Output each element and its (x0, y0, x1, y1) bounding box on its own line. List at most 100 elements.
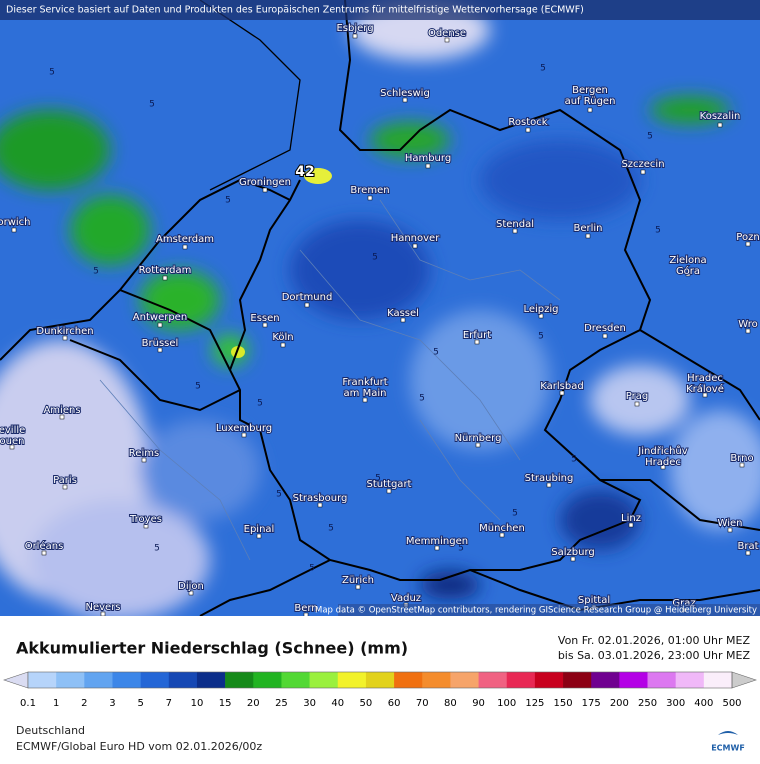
city-label: Karlsbad (540, 381, 583, 392)
colorbar-label: 25 (275, 698, 288, 709)
value-label: 5 (276, 490, 282, 500)
city-label: München (479, 523, 525, 534)
attribution-bar (338, 604, 760, 616)
city-marker (412, 243, 418, 249)
city-label: Dunkirchen (36, 326, 93, 337)
city-marker (304, 302, 310, 308)
value-label: 5 (49, 68, 55, 78)
city-label: Bern (294, 603, 317, 614)
colorbar-label: 250 (638, 698, 657, 709)
city-marker (9, 444, 15, 450)
notice-bar (0, 0, 760, 20)
colorbar-swatch (196, 672, 226, 688)
city-marker (317, 502, 323, 508)
city-marker (188, 590, 194, 596)
city-marker (59, 414, 65, 420)
city-label: Hradec (687, 373, 723, 384)
city-marker (162, 275, 168, 281)
city-label: Hamburg (405, 153, 451, 164)
city-marker (587, 107, 593, 113)
value-label: 5 (571, 455, 577, 465)
colorbar-swatch (365, 672, 395, 688)
value-label: 5 (647, 132, 653, 142)
logo-mark (718, 731, 738, 735)
city-marker (11, 227, 17, 233)
period-to: bis Sa. 03.01.2026, 23:00 Uhr MEZ (558, 649, 751, 662)
city-marker (303, 612, 309, 616)
city-label: Essen (250, 313, 279, 324)
city-label: Zielona (669, 255, 706, 266)
city-label: Troyes (129, 514, 162, 525)
city-label: Hannover (391, 233, 441, 244)
city-marker (62, 335, 68, 341)
colorbar-swatch (647, 672, 676, 688)
city-label: Rotterdam (139, 265, 192, 276)
city-marker (362, 397, 368, 403)
colorbar-label: 90 (472, 698, 485, 709)
colorbar-swatch (84, 672, 113, 688)
city-marker (256, 533, 262, 539)
city-marker (355, 584, 361, 590)
city-label: Memmingen (406, 536, 468, 547)
city-marker (143, 523, 149, 529)
region: Deutschland (16, 724, 85, 737)
city-marker (702, 392, 708, 398)
city-label: Salzburg (551, 547, 594, 558)
colorbar-label: 70 (416, 698, 429, 709)
city-label: Dresden (584, 323, 626, 334)
city-label: Koszalin (700, 111, 741, 122)
city-label: Strasbourg (293, 493, 348, 504)
city-marker (367, 195, 373, 201)
footer-title: Akkumulierter Niederschlag (Schnee) (mm) (16, 639, 408, 658)
city-marker (727, 527, 733, 533)
colorbar-label: 100 (497, 698, 516, 709)
city-label: Pozn (736, 232, 759, 243)
city-label: Nevers (85, 602, 120, 613)
colorbar-swatch (337, 672, 367, 688)
city-marker (628, 522, 634, 528)
city-label: ouen (0, 436, 24, 447)
colorbar-swatch (140, 672, 170, 688)
city-marker (512, 228, 518, 234)
value-label: 5 (375, 474, 381, 484)
value-label: 5 (433, 348, 439, 358)
city-marker (280, 342, 286, 348)
colorbar-label: 1 (53, 698, 59, 709)
colorbar-swatch (422, 672, 451, 688)
city-marker (745, 241, 751, 247)
city-label: Paris (53, 475, 77, 486)
city-marker (559, 390, 565, 396)
value-label: 5 (540, 64, 546, 74)
colorbar-swatch (591, 672, 620, 688)
value-label: 5 (149, 100, 155, 110)
colorbar-label: 10 (191, 698, 204, 709)
city-marker (100, 611, 106, 616)
city-label: Linz (621, 513, 641, 524)
city-marker (570, 556, 576, 562)
city-marker (434, 545, 440, 551)
colorbar-label: 20 (247, 698, 260, 709)
city-marker (444, 37, 450, 43)
city-label: Králové (686, 383, 724, 395)
city-marker (474, 339, 480, 345)
value-label: 5 (154, 544, 160, 554)
colorbar-swatch (703, 672, 733, 688)
colorbar-swatch (281, 672, 310, 688)
city-marker (499, 532, 505, 538)
colorbar-swatch (168, 672, 198, 688)
city-label: eville (0, 425, 25, 436)
colorbar-label: 150 (553, 698, 572, 709)
colorbar-label: 60 (388, 698, 401, 709)
city-label: auf Rügen (565, 96, 616, 107)
logo: ECMWF (711, 744, 745, 753)
city-marker (640, 169, 646, 175)
city-label: Groningen (239, 177, 291, 188)
period-from: Von Fr. 02.01.2026, 01:00 Uhr MEZ (558, 634, 751, 647)
colorbar-label: 0.1 (20, 698, 36, 709)
city-label: Brno (730, 453, 753, 464)
city-marker (634, 401, 640, 407)
colorbar-swatch (450, 672, 479, 688)
city-label: Straubing (525, 473, 574, 484)
city-label: Dijon (178, 581, 204, 592)
